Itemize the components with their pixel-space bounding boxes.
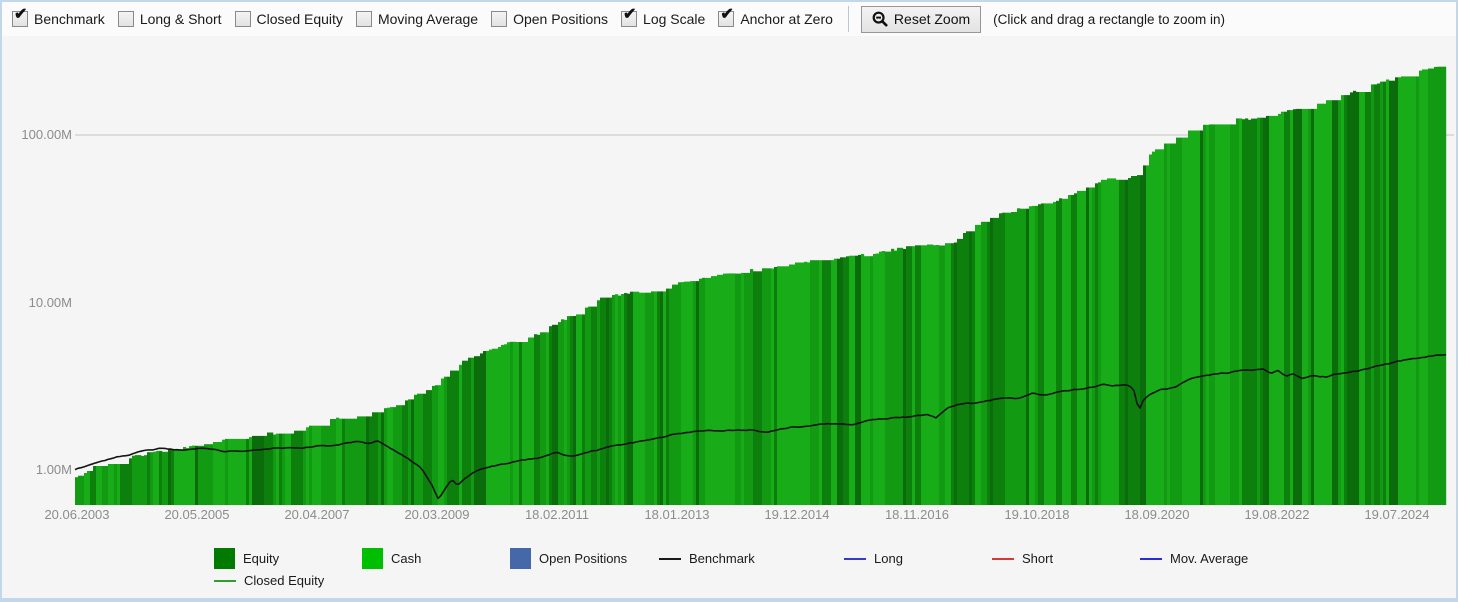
x-axis-label: 18.02.2011 — [524, 507, 590, 522]
toolbar-checkboxes: ✔ Benchmark Long & Short Closed Equity Movin… — [12, 7, 846, 27]
legend-label: Open Positions — [539, 551, 628, 566]
legend-swatch-short — [992, 557, 1014, 560]
reset-zoom-label: Reset Zoom — [893, 11, 971, 27]
x-axis-label: 18.11.2016 — [884, 507, 950, 522]
chart-toolbar: ✔ Benchmark Long & Short Closed Equity Movin… — [2, 2, 1456, 36]
checkbox-label: Open Positions — [513, 11, 609, 27]
equity-curve-plot[interactable] — [2, 36, 1458, 598]
legend-label: Long — [874, 551, 903, 566]
legend-swatch-equity — [214, 548, 235, 569]
legend-swatch-long — [844, 557, 866, 560]
legend-item-mov-average: Mov. Average — [1140, 551, 1248, 566]
unchecked-checkbox-box[interactable] — [234, 11, 251, 27]
x-axis-label: 18.01.2013 — [644, 507, 710, 522]
checkbox-label: Benchmark — [34, 11, 105, 27]
legend-label: Closed Equity — [244, 573, 325, 588]
checked-checkbox-box[interactable]: ✔ — [621, 7, 638, 27]
x-axis-label: 18.09.2020 — [1124, 507, 1190, 522]
checkbox-label: Closed Equity — [256, 11, 343, 27]
checkbox-closed-equity[interactable]: Closed Equity — [234, 11, 343, 27]
legend-label: Equity — [243, 551, 280, 566]
checkmark-icon: ✔ — [14, 6, 28, 23]
zoom-hint-text: (Click and drag a rectangle to zoom in) — [993, 11, 1226, 27]
x-axis-label: 19.12.2014 — [764, 507, 830, 522]
checkmark-icon: ✔ — [623, 6, 637, 23]
x-axis-label: 19.08.2022 — [1244, 507, 1310, 522]
checkbox-log-scale[interactable]: ✔ Log Scale — [621, 7, 706, 27]
legend-label: Short — [1022, 551, 1054, 566]
unchecked-checkbox-box[interactable] — [117, 11, 134, 27]
y-axis-label: 100.00M — [21, 127, 72, 142]
checkmark-icon: ✔ — [720, 6, 734, 23]
x-axis-label: 19.10.2018 — [1004, 507, 1070, 522]
zoom-out-icon — [872, 11, 888, 27]
x-axis-label: 20.04.2007 — [284, 507, 350, 522]
legend-label: Mov. Average — [1170, 551, 1249, 566]
checked-checkbox-box[interactable]: ✔ — [12, 7, 28, 27]
legend-label: Benchmark — [689, 551, 755, 566]
legend-item-open-positions: Open Positions — [510, 548, 659, 569]
legend-row: Closed Equity — [214, 570, 324, 591]
checkbox-open-positions[interactable]: Open Positions — [491, 11, 608, 27]
checkbox-label: Long & Short — [139, 11, 222, 27]
toolbar-separator — [847, 6, 849, 32]
legend-item-short: Short — [992, 551, 1140, 566]
unchecked-checkbox-box[interactable] — [355, 11, 372, 27]
y-axis-label: 10.00M — [28, 294, 72, 310]
legend-swatch-closed-equity — [214, 579, 236, 582]
reset-zoom-button[interactable]: Reset Zoom — [860, 5, 982, 33]
checkbox-label: Log Scale — [643, 11, 706, 27]
benchmark-line — [74, 353, 1447, 500]
legend-item-cash: Cash — [362, 548, 510, 569]
legend-swatch-benchmark — [659, 557, 681, 560]
x-axis-label: 20.05.2005 — [164, 507, 230, 522]
legend-item-closed-equity: Closed Equity — [214, 573, 324, 588]
legend-label: Cash — [391, 551, 422, 566]
unchecked-checkbox-box[interactable] — [491, 11, 508, 27]
legend-swatch-mov-average — [1140, 557, 1162, 560]
checked-checkbox-box[interactable]: ✔ — [718, 7, 735, 27]
checkbox-label: Anchor at Zero — [740, 11, 833, 27]
checkbox-moving-average[interactable]: Moving Average — [355, 11, 479, 27]
legend-item-benchmark: Benchmark — [659, 551, 844, 566]
x-axis-label: 19.07.2024 — [1364, 507, 1430, 522]
x-axis-label: 20.06.2003 — [44, 507, 110, 522]
legend-item-equity: Equity — [214, 548, 362, 569]
checkbox-benchmark[interactable]: ✔ Benchmark — [12, 7, 105, 27]
legend-swatch-cash — [362, 548, 383, 569]
legend-row: Equity Cash Open Positions Benchmark Long Sho… — [214, 548, 1248, 569]
legend-item-long: Long — [844, 551, 992, 566]
checkbox-label: Moving Average — [377, 11, 479, 27]
checkbox-anchor-at-zero[interactable]: ✔ Anchor at Zero — [718, 7, 833, 27]
equity-cash-bars — [75, 66, 1447, 506]
checkbox-long-short[interactable]: Long & Short — [117, 11, 222, 27]
legend-swatch-open-positions — [510, 548, 531, 569]
x-axis-label: 20.03.2009 — [404, 507, 470, 522]
y-axis-label: 1.00M — [35, 462, 72, 477]
equity-chart-panel: 100.00M 10.00M 1.00M 20.06.2003 20.05.2005 2… — [2, 36, 1456, 598]
